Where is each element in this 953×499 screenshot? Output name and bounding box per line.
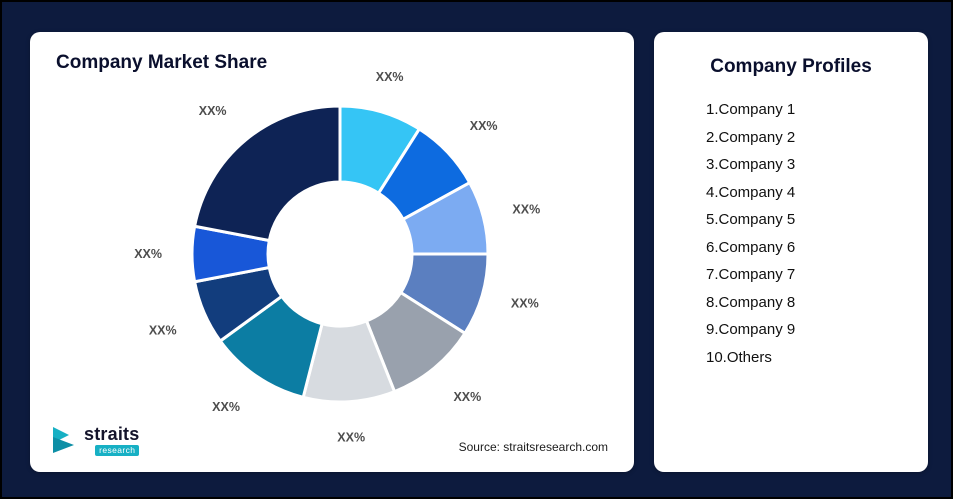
logo-name: straits <box>84 423 140 444</box>
chart-title: Company Market Share <box>56 52 268 73</box>
source-note: Source: straitsresearch.com <box>458 440 608 454</box>
donut-segment-label: XX% <box>134 247 162 261</box>
company-list-item: 6.Company 6 <box>706 238 796 256</box>
donut-segment-label: XX% <box>470 119 498 133</box>
donut-segment-label: XX% <box>199 104 227 118</box>
company-list-item: 1.Company 1 <box>706 101 796 118</box>
donut-chart: XX% XX% XX% XX% XX% XX% XX% XX% XX% XX% <box>134 70 540 445</box>
donut-segment-label: XX% <box>212 400 240 414</box>
donut-segment-label: XX% <box>376 70 404 84</box>
company-list-item: 10.Others <box>706 348 772 366</box>
company-list-item: 4.Company 4 <box>706 183 796 201</box>
company-list-item: 7.Company 7 <box>706 266 796 283</box>
company-profiles-card: Company Profiles 1.Company 1 2.Company 2 3… <box>654 32 928 472</box>
donut-segment-label: XX% <box>149 324 177 338</box>
company-list-item: 2.Company 2 <box>706 128 796 146</box>
profiles-title: Company Profiles <box>710 56 872 77</box>
company-list-item: 8.Company 8 <box>706 293 796 311</box>
company-list-item: 3.Company 3 <box>706 156 796 173</box>
straits-logo-icon <box>53 427 74 454</box>
donut-segment-others <box>193 104 342 243</box>
donut-segment-label: XX% <box>453 390 481 404</box>
donut-segment-label: XX% <box>512 203 540 217</box>
logo-text: straits research <box>84 423 140 456</box>
company-list: 1.Company 1 2.Company 2 3.Company 3 4.Compa… <box>654 96 928 371</box>
market-share-card: Company Market Share XX% XX% XX% XX% XX% XX% X… <box>30 32 634 472</box>
company-list-item: 9.Company 9 <box>706 321 796 338</box>
logo-subtitle: research <box>95 444 140 456</box>
donut-segment-label: XX% <box>511 297 539 311</box>
donut-segment-label: XX% <box>337 431 365 445</box>
company-list-item: 5.Company 5 <box>706 211 796 228</box>
straits-research-logo: straits research <box>52 423 140 456</box>
